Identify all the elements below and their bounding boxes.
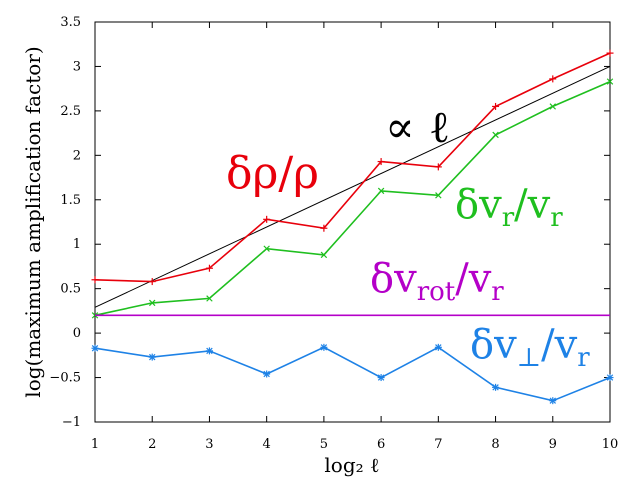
- data-point: [549, 75, 557, 83]
- radial-prefix: δv: [455, 182, 502, 228]
- data-point: [549, 397, 557, 405]
- y-axis-label: log(maximum amplification factor): [21, 46, 45, 397]
- data-point: [434, 343, 442, 351]
- y-tick-label: 2: [73, 148, 81, 163]
- x-tick-label: 6: [377, 437, 385, 452]
- reference-line-proportional: [94, 65, 611, 308]
- perpendicular-mid: /v: [541, 322, 577, 368]
- data-point: [320, 343, 328, 351]
- data-point: [205, 264, 213, 272]
- y-tick-label: 2.5: [60, 104, 81, 119]
- y-tick-label: 3.5: [60, 15, 81, 30]
- density-annotation: δρ/ρ: [226, 148, 319, 199]
- radial-sub2: r: [550, 203, 563, 233]
- y-tick-label: −1: [62, 415, 81, 430]
- data-point: [148, 353, 156, 361]
- data-point: [148, 278, 156, 286]
- data-point: [320, 251, 328, 259]
- data-point: [434, 163, 442, 171]
- perpendicular-sub: ⊥: [517, 343, 541, 373]
- x-tick-label: 9: [549, 437, 557, 452]
- data-point: [91, 276, 99, 284]
- data-point: [263, 370, 271, 378]
- x-tick-label: 7: [434, 437, 442, 452]
- x-tick-label: 5: [320, 437, 328, 452]
- plot-frame: [94, 21, 611, 423]
- radial-mid: /v: [514, 182, 550, 228]
- series-layer: [91, 49, 614, 405]
- data-point: [606, 78, 614, 85]
- y-tick-label: 1.5: [60, 193, 81, 208]
- radial-velocity-annotation: δvr/vr: [455, 182, 563, 233]
- rotational-velocity-annotation: δvrot/vr: [370, 256, 504, 307]
- y-tick-labels: −1 −0.5 0 0.5 1 1.5 2 2.5 3 3.5: [49, 15, 81, 430]
- data-point: [91, 344, 99, 352]
- x-axis-label: log₂ ℓ: [324, 453, 379, 477]
- data-point: [148, 299, 156, 307]
- y-tick-label: 0.5: [60, 282, 81, 297]
- x-tick-label: 4: [263, 437, 271, 452]
- y-tick-label: 1: [73, 237, 81, 252]
- data-point: [377, 187, 385, 195]
- x-tick-label: 3: [205, 437, 213, 452]
- series-line-1: [94, 80, 611, 317]
- y-tick-label: 3: [73, 59, 81, 74]
- rotational-mid: /v: [455, 256, 491, 302]
- data-point: [492, 383, 500, 391]
- perpendicular-sub2: r: [577, 343, 590, 373]
- x-tick-label: 2: [148, 437, 156, 452]
- radial-sub: r: [502, 203, 515, 233]
- y-tick-label: 0: [73, 326, 81, 341]
- data-point: [263, 245, 270, 252]
- data-point: [377, 158, 385, 166]
- data-point: [492, 102, 500, 110]
- series-line-0: [94, 52, 611, 283]
- x-tick-label: 10: [602, 437, 619, 452]
- data-point: [206, 295, 213, 302]
- data-point: [435, 192, 442, 199]
- x-tick-label: 1: [91, 437, 99, 452]
- x-tick-label: 8: [491, 437, 499, 452]
- rotational-prefix: δv: [370, 256, 417, 302]
- perpendicular-prefix: δv: [470, 322, 517, 368]
- series-line-3: [94, 346, 611, 402]
- rotational-sub: rot: [417, 277, 456, 307]
- data-point: [492, 131, 499, 139]
- x-tick-labels: 1 2 3 4 5 6 7 8 9 10: [91, 437, 618, 452]
- rotational-sub2: r: [491, 277, 504, 307]
- proportional-annotation: ∝ ℓ: [385, 102, 450, 153]
- data-point: [320, 224, 328, 232]
- data-point: [205, 347, 213, 355]
- perpendicular-velocity-annotation: δv⊥/vr: [470, 322, 590, 373]
- data-point: [377, 374, 385, 382]
- data-point: [549, 103, 557, 110]
- data-point: [606, 49, 614, 57]
- data-point: [606, 374, 614, 382]
- data-point: [263, 215, 271, 223]
- y-tick-label: −0.5: [49, 371, 81, 386]
